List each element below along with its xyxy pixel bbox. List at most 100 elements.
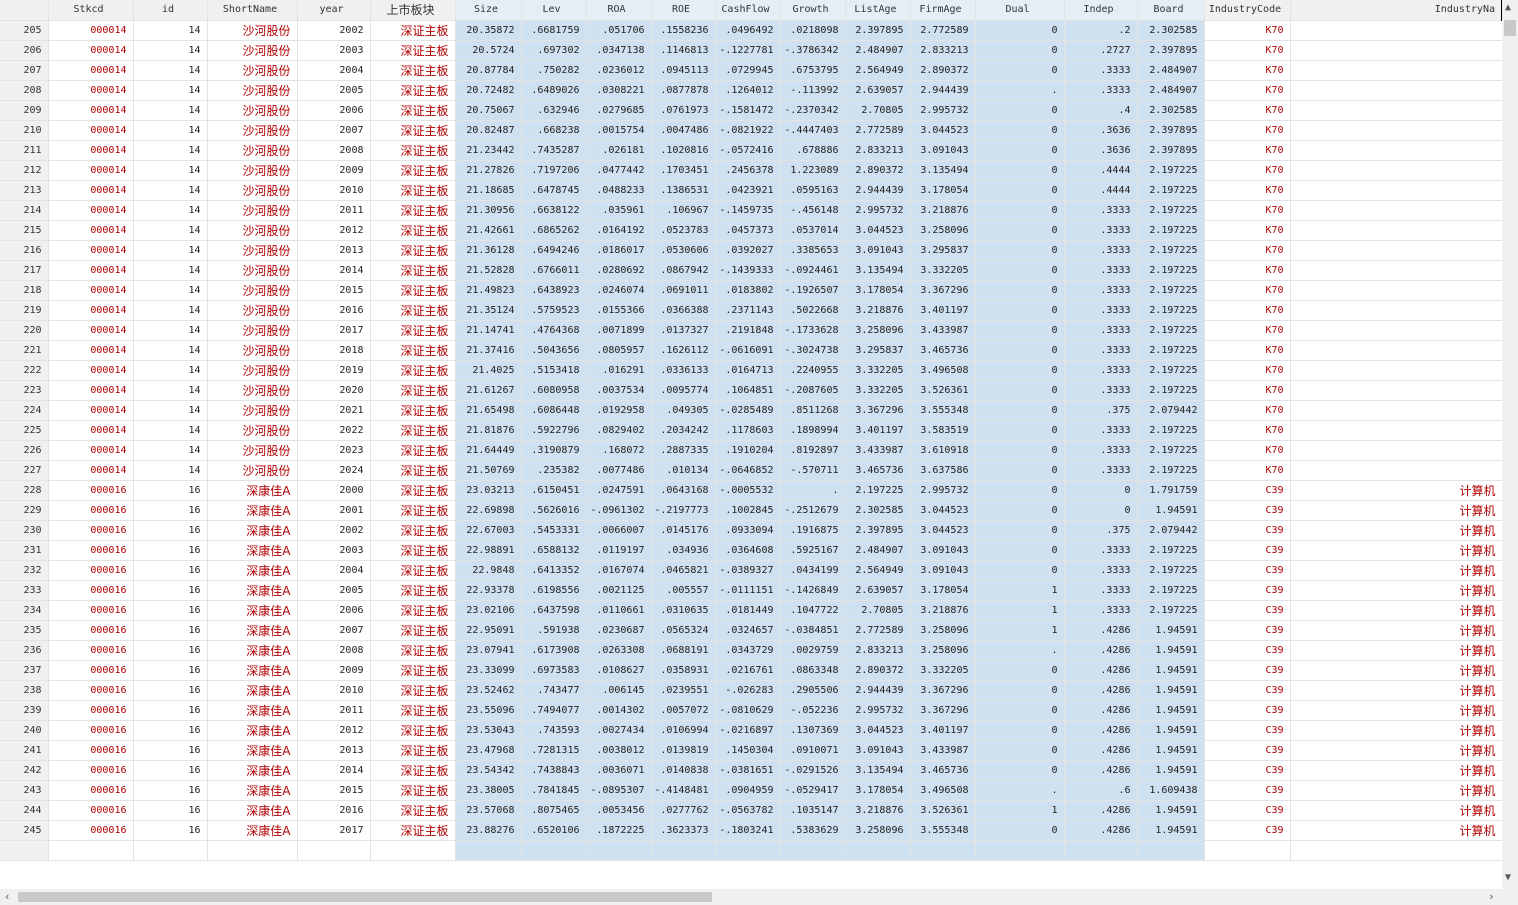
cell-lev[interactable]: .6198556 — [521, 580, 587, 601]
table-row[interactable]: 240 000016 16 深康佳A 2012 深证主板 23.53043.743593.0… — [0, 720, 1502, 741]
cell-lev[interactable]: .6413352 — [521, 560, 587, 581]
cell-dual[interactable]: 0 — [975, 400, 1065, 421]
cell-lev[interactable]: .3190879 — [521, 440, 587, 461]
table-row[interactable]: 229 000016 16 深康佳A 2001 深证主板 22.69898.5626016-… — [0, 500, 1502, 521]
cell-lev[interactable]: .6478745 — [521, 180, 587, 201]
cell-board[interactable]: 1.94591 — [1137, 660, 1205, 681]
cell-listing-board[interactable]: 深证主板 — [370, 120, 456, 141]
cell-listing-board[interactable]: 深证主板 — [370, 560, 456, 581]
cell-indep[interactable]: .3333 — [1064, 420, 1138, 441]
cell-growth[interactable]: -.0384851 — [780, 620, 846, 641]
cell-id[interactable]: 14 — [133, 180, 208, 201]
cell-indep[interactable]: .4286 — [1064, 820, 1138, 841]
cell-stkcd[interactable]: 000016 — [48, 820, 134, 841]
cell-growth[interactable]: .1047722 — [780, 600, 846, 621]
table-row[interactable]: 211 000014 14 沙河股份 2008 深证主板 21.23442.7435287.… — [0, 140, 1502, 161]
cell-roa[interactable]: .0015754 — [586, 120, 652, 141]
cell-roe[interactable]: .1386531 — [651, 180, 716, 201]
cell-lev[interactable]: .6494246 — [521, 240, 587, 261]
cell-industrycode[interactable]: C39 — [1204, 640, 1291, 661]
cell-growth[interactable]: -.570711 — [780, 460, 846, 481]
cell-listage[interactable]: 2.833213 — [845, 640, 911, 661]
cell-roe[interactable]: .1703451 — [651, 160, 716, 181]
cell-growth[interactable]: -.2087605 — [780, 380, 846, 401]
table-row[interactable]: 205 000014 14 沙河股份 2002 深证主板 20.35872.6681759.… — [0, 20, 1502, 41]
cell-industryna[interactable]: 计算机 — [1290, 600, 1502, 621]
cell-size[interactable]: 23.88276 — [455, 820, 522, 841]
cell-growth[interactable]: -.2512679 — [780, 500, 846, 521]
cell-listing-board[interactable]: 深证主板 — [370, 320, 456, 341]
cell-dual[interactable]: 0 — [975, 380, 1065, 401]
cell-growth[interactable]: -.456148 — [780, 200, 846, 221]
cell-industrycode[interactable]: C39 — [1204, 480, 1291, 501]
cell-growth[interactable]: .1898994 — [780, 420, 846, 441]
cell-roe[interactable]: .0047486 — [651, 120, 716, 141]
cell-year[interactable]: 2005 — [297, 580, 371, 601]
cell-stkcd[interactable]: 000016 — [48, 660, 134, 681]
cell-firmage[interactable]: 3.583519 — [910, 420, 976, 441]
cell-firmage[interactable]: 3.367296 — [910, 280, 976, 301]
cell-roa[interactable]: -.0895307 — [586, 780, 652, 801]
cell-cashflow[interactable]: .0904959 — [715, 780, 781, 801]
cell-dual[interactable]: 0 — [975, 240, 1065, 261]
cell-shortname[interactable]: 深康佳A — [207, 580, 298, 601]
cell-roe[interactable]: .0145176 — [651, 520, 716, 541]
cell-stkcd[interactable]: 000014 — [48, 280, 134, 301]
cell-size[interactable]: 20.75067 — [455, 100, 522, 121]
cell-board[interactable]: 2.197225 — [1137, 340, 1205, 361]
cell-shortname[interactable]: 深康佳A — [207, 680, 298, 701]
cell-indep[interactable]: .6 — [1064, 780, 1138, 801]
cell-id[interactable]: 14 — [133, 460, 208, 481]
cell-firmage[interactable]: 3.044523 — [910, 500, 976, 521]
cell-size[interactable]: 21.35124 — [455, 300, 522, 321]
cell-shortname[interactable]: 沙河股份 — [207, 220, 298, 241]
cell-board[interactable]: 2.197225 — [1137, 180, 1205, 201]
cell-stkcd[interactable]: 000014 — [48, 440, 134, 461]
cell-shortname[interactable]: 沙河股份 — [207, 320, 298, 341]
cell-industryna[interactable]: 计算机 — [1290, 540, 1502, 561]
cell-listing-board[interactable]: 深证主板 — [370, 760, 456, 781]
cell-shortname[interactable]: 深康佳A — [207, 640, 298, 661]
cell-roe[interactable]: .0239551 — [651, 680, 716, 701]
cell-size[interactable]: 21.61267 — [455, 380, 522, 401]
cell-board[interactable]: 1.94591 — [1137, 640, 1205, 661]
cell-growth[interactable]: .2905506 — [780, 680, 846, 701]
cell-shortname[interactable]: 沙河股份 — [207, 380, 298, 401]
cell-industryna[interactable]: 计算机 — [1290, 620, 1502, 641]
cell-roa[interactable]: .0186017 — [586, 240, 652, 261]
cell-firmage[interactable]: 3.332205 — [910, 260, 976, 281]
cell-lev[interactable]: .6973583 — [521, 660, 587, 681]
table-row[interactable]: 245 000016 16 深康佳A 2017 深证主板 23.88276.6520106.… — [0, 820, 1502, 841]
cell-roa[interactable]: .0155366 — [586, 300, 652, 321]
cell-stkcd[interactable]: 000014 — [48, 140, 134, 161]
cell-lev[interactable]: .743593 — [521, 720, 587, 741]
cell-listing-board[interactable]: 深证主板 — [370, 420, 456, 441]
cell-growth[interactable]: .1916875 — [780, 520, 846, 541]
cell-listing-board[interactable]: 深证主板 — [370, 500, 456, 521]
cell-growth[interactable]: .1307369 — [780, 720, 846, 741]
cell-year[interactable]: 2022 — [297, 420, 371, 441]
cell-roa[interactable]: .0110661 — [586, 600, 652, 621]
cell-shortname[interactable]: 深康佳A — [207, 520, 298, 541]
cell-industrycode[interactable]: K70 — [1204, 60, 1291, 81]
cell-stkcd[interactable]: 000016 — [48, 800, 134, 821]
cell-board[interactable]: 2.197225 — [1137, 360, 1205, 381]
table-row[interactable]: 207 000014 14 沙河股份 2004 深证主板 20.87784.750282.0… — [0, 60, 1502, 81]
cell-industryna[interactable]: 计算机 — [1290, 720, 1502, 741]
table-row[interactable]: 242 000016 16 深康佳A 2014 深证主板 23.54342.7438843.… — [0, 760, 1502, 781]
cell-id[interactable]: 16 — [133, 660, 208, 681]
cell-indep[interactable]: .375 — [1064, 400, 1138, 421]
cell-dual[interactable]: 0 — [975, 700, 1065, 721]
cell-industrycode[interactable]: K70 — [1204, 460, 1291, 481]
cell-firmage[interactable]: 3.258096 — [910, 220, 976, 241]
cell-id[interactable]: 14 — [133, 140, 208, 161]
cell-industrycode[interactable]: K70 — [1204, 240, 1291, 261]
cell-roa[interactable]: .0027434 — [586, 720, 652, 741]
cell-year[interactable]: 2005 — [297, 80, 371, 101]
cell-firmage[interactable]: 3.091043 — [910, 540, 976, 561]
cell-industryna[interactable] — [1290, 460, 1502, 481]
cell-industryna[interactable] — [1290, 380, 1502, 401]
cell-roe[interactable]: .0530606 — [651, 240, 716, 261]
cell-stkcd[interactable]: 000016 — [48, 780, 134, 801]
cell-roe[interactable]: .3623373 — [651, 820, 716, 841]
